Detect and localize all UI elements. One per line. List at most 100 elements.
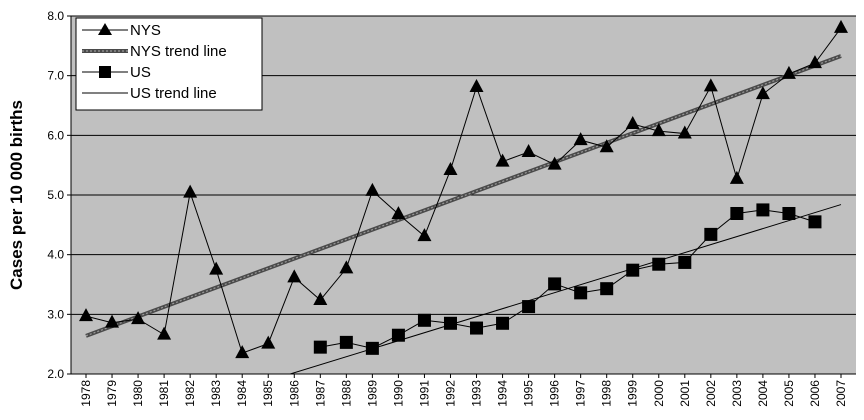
us-point: [600, 282, 614, 296]
us-series: [313, 203, 822, 355]
x-tick-label: 1993: [470, 380, 484, 407]
legend-item: NYS trend line: [82, 43, 227, 60]
nys-point: [729, 170, 744, 184]
x-tick-label: 1998: [600, 380, 614, 407]
nys-point: [157, 326, 172, 340]
x-tick-label: 1999: [626, 380, 640, 407]
nys-point: [417, 228, 432, 242]
us-point: [365, 341, 379, 355]
x-tick-label: 1996: [548, 380, 562, 407]
y-tick-label: 2.0: [47, 367, 64, 381]
us-point: [626, 263, 640, 277]
nys-point: [807, 55, 822, 69]
nys-point: [573, 132, 588, 146]
us-point: [443, 316, 457, 330]
x-tick-label: 1986: [287, 380, 301, 407]
x-tick-label: 1992: [443, 380, 457, 407]
nys-point: [235, 345, 250, 359]
nys-point: [261, 335, 276, 349]
nys-point: [547, 156, 562, 170]
x-tick-label: 1983: [209, 380, 223, 407]
nys-point: [105, 314, 120, 328]
us-point: [704, 227, 718, 241]
us-point: [782, 206, 796, 220]
nys-point: [651, 123, 666, 137]
us-point: [339, 335, 353, 349]
x-tick-label: 1978: [79, 380, 93, 407]
us-point: [678, 255, 692, 269]
us-point: [652, 257, 666, 271]
us-point: [417, 313, 431, 327]
nys-point: [131, 311, 146, 325]
nys-point: [755, 86, 770, 100]
x-tick-label: 2005: [782, 380, 796, 407]
nys-point: [834, 19, 848, 33]
us-point: [808, 215, 822, 229]
series-layer: [79, 19, 848, 374]
x-tick-label: 1979: [105, 380, 119, 407]
legend-label: US: [130, 64, 151, 81]
nys-point: [625, 115, 640, 129]
nys-line: [85, 27, 842, 354]
us-point: [574, 286, 588, 300]
us-point: [730, 206, 744, 220]
us-point: [756, 203, 770, 217]
legend-item: US: [82, 64, 151, 81]
axes: 2.0 3.0 4.0 5.0 6.0 7.0 8.0 1978 1979 1980 1981 198…: [47, 9, 856, 407]
x-tick-label: 2004: [756, 380, 770, 407]
us-point: [522, 300, 536, 314]
legend-label: US trend line: [130, 85, 217, 102]
y-tick-label: 3.0: [47, 307, 64, 321]
nys-point: [495, 153, 510, 167]
nys-point: [339, 260, 354, 274]
nys-point: [391, 206, 406, 220]
nys-point: [677, 125, 692, 139]
nys-point: [313, 292, 328, 306]
nys-point: [183, 184, 198, 198]
us-point: [313, 340, 327, 354]
legend-label: NYS: [130, 22, 161, 39]
us-point: [496, 316, 510, 330]
y-tick-label: 4.0: [47, 248, 64, 262]
us-point: [391, 328, 405, 342]
y-tick-label: 7.0: [47, 69, 64, 83]
x-tick-label: 1985: [261, 380, 275, 407]
x-tick-label: 1988: [339, 380, 353, 407]
legend-item: NYS: [82, 22, 161, 39]
x-tick-label: 1981: [157, 380, 171, 407]
x-tick-label: 1987: [313, 380, 327, 407]
legend-label: NYS trend line: [130, 43, 227, 60]
y-tick-label: 5.0: [47, 188, 64, 202]
x-tick-label: 1982: [183, 380, 197, 407]
nys-point: [781, 65, 796, 79]
nys-point: [287, 269, 302, 283]
nys-point: [521, 144, 536, 158]
x-tick-label: 1994: [496, 380, 510, 407]
legend: NYS NYS trend line US US trend line: [75, 17, 263, 111]
nys-point: [365, 182, 380, 196]
legend-swatch-marker: [98, 23, 112, 35]
y-tick-label: 6.0: [47, 128, 64, 142]
y-tick-label: 8.0: [47, 9, 64, 23]
nys-point: [703, 78, 718, 92]
x-tick-label: 1980: [131, 380, 145, 407]
legend-swatch-marker: [99, 66, 111, 78]
nys-point: [469, 79, 484, 93]
legend-item: US trend line: [82, 85, 217, 102]
x-tick-label: 2003: [730, 380, 744, 407]
y-axis-title: Cases per 10 000 births: [7, 100, 26, 290]
x-tick-label: 1989: [365, 380, 379, 407]
nys-point: [443, 161, 458, 175]
us-point: [470, 321, 484, 335]
x-tick-label: 2006: [808, 380, 822, 407]
x-tick-label: 1995: [522, 380, 536, 407]
x-tick-label: 2001: [678, 380, 692, 407]
nys-series: [79, 19, 848, 359]
x-tick-label: 1997: [574, 380, 588, 407]
x-tick-label: 2002: [704, 380, 718, 407]
x-tick-label: 1991: [417, 380, 431, 407]
nys-point: [209, 261, 224, 275]
nys-point: [79, 308, 93, 322]
